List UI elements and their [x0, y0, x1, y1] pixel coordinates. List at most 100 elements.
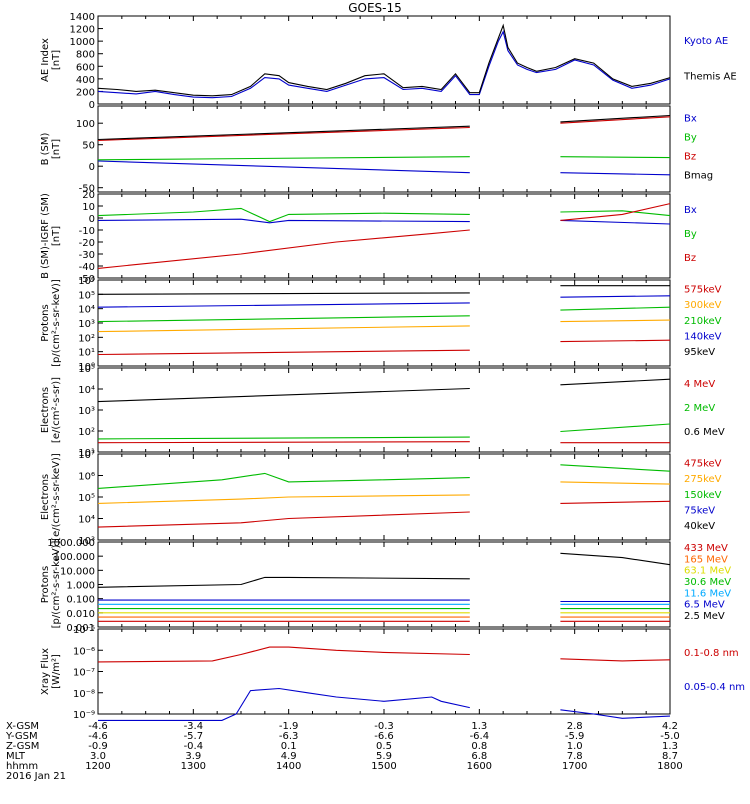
ephemeris-value: 1.3	[471, 721, 487, 732]
series-line-0-05-0-4-nm	[560, 709, 671, 719]
legend-label: 95keV	[684, 347, 715, 358]
legend-label: 275keV	[684, 474, 722, 485]
y-tick-label: 0.010	[66, 609, 95, 620]
y-tick-label: 10⁴	[78, 305, 95, 316]
y-tick-label: -50	[79, 274, 95, 285]
legend-label: 433 MeV	[684, 543, 728, 554]
y-tick-label: -20	[79, 238, 95, 249]
y-tick-label: 0	[89, 214, 95, 225]
y-tick-label: 1000.000	[47, 538, 95, 549]
ephemeris-value: 2.8	[567, 721, 583, 732]
series-line-by	[560, 210, 671, 217]
ephemeris-value: 6.8	[471, 751, 487, 762]
ephemeris-value: 3.0	[90, 751, 106, 762]
ephemeris-value: 3.9	[185, 751, 201, 762]
ephemeris-value: -5.0	[660, 731, 680, 742]
ephemeris-value: -4.6	[88, 731, 108, 742]
y-tick-label: 10⁰	[78, 362, 95, 373]
series-line-themis-ae	[97, 23, 671, 97]
y-tick-label: 1200	[70, 25, 95, 36]
y-tick-label: 10⁴	[78, 515, 95, 526]
ephemeris-value: 1.3	[662, 741, 678, 752]
y-tick-label: 100	[76, 119, 95, 130]
y-axis-label: AE Index	[40, 38, 51, 82]
ephemeris-value: 0.8	[471, 741, 487, 752]
ephemeris-row-label: Y-GSM	[5, 731, 38, 742]
ephemeris-value: -0.3	[374, 721, 394, 732]
series-line-bmag	[97, 125, 470, 141]
ephemeris-value: 8.7	[662, 751, 678, 762]
legend-label: 0.05-0.4 nm	[684, 682, 745, 693]
y-tick-label: 1400	[70, 12, 95, 23]
y-tick-label: 10⁷	[78, 450, 95, 461]
ephemeris-value: 1800	[657, 761, 682, 772]
y-tick-label: 10⁵	[78, 493, 95, 504]
legend-label: 150keV	[684, 490, 722, 501]
legend-label: 140keV	[684, 331, 722, 342]
y-axis-label: Protons	[40, 304, 51, 341]
legend-label: 63.1 MeV	[684, 566, 731, 577]
y-tick-label: 20	[82, 190, 95, 201]
legend-label: Bz	[684, 152, 696, 163]
ephemeris-value: 0.5	[376, 741, 392, 752]
y-tick-label: 10⁴	[78, 385, 95, 396]
y-tick-label: 200	[76, 87, 95, 98]
series-line-4-mev	[97, 441, 470, 444]
legend-label: 30.6 MeV	[684, 577, 731, 588]
y-tick-label: 10¹	[78, 348, 95, 359]
y-tick-label: 0.001	[66, 623, 95, 634]
panel-frame	[97, 193, 671, 279]
y-tick-label: 10³	[78, 406, 95, 417]
legend-label: Bz	[684, 253, 696, 264]
y-tick-label: 1000	[70, 37, 95, 48]
legend-label: Bx	[684, 205, 697, 216]
ephemeris-value: -5.9	[565, 731, 585, 742]
series-line-bz	[97, 229, 470, 269]
y-tick-label: 0.100	[66, 595, 95, 606]
series-line-95kev	[97, 292, 470, 295]
y-tick-label: -30	[79, 250, 95, 261]
y-tick-label: 10³	[78, 319, 95, 330]
ephemeris-value: -3.4	[184, 721, 204, 732]
series-line-bx	[97, 160, 470, 174]
ephemeris-value: 0.1	[281, 741, 297, 752]
ephemeris-value: -5.7	[184, 731, 204, 742]
series-line-300kev	[560, 319, 671, 323]
series-line-2-5-mev	[560, 552, 671, 566]
series-line-bx	[560, 219, 671, 225]
y-tick-label: 10⁻⁸	[73, 689, 95, 700]
legend-label: 475keV	[684, 459, 722, 470]
legend-label: Bx	[684, 113, 697, 124]
y-tick-label: 10.000	[60, 566, 95, 577]
y-tick-label: 0	[89, 162, 95, 173]
legend-label: 6.5 MeV	[684, 600, 725, 611]
ephemeris-value: 1600	[467, 761, 492, 772]
y-tick-label: 10²	[78, 333, 95, 344]
y-tick-label: 50	[82, 141, 95, 152]
series-line-0-1-0-8-nm	[560, 658, 671, 662]
legend-label: 300keV	[684, 300, 722, 311]
legend-label: By	[684, 229, 697, 240]
legend-label: Bmag	[684, 171, 713, 182]
y-tick-label: 400	[76, 75, 95, 86]
legend-label: 210keV	[684, 316, 722, 327]
series-line-275kev	[560, 481, 671, 485]
y-axis-label: Xray Flux	[40, 648, 51, 695]
y-axis-label: [e/(cm²-s-sr)]	[51, 377, 62, 443]
ephemeris-value: 7.8	[567, 751, 583, 762]
series-line-by	[560, 156, 671, 159]
series-line-0-1-0-8-nm	[97, 646, 470, 663]
ephemeris-row-label: MLT	[6, 751, 26, 762]
legend-label: 0.6 MeV	[684, 427, 725, 438]
series-line-150kev	[97, 472, 470, 489]
ephemeris-value: 1700	[562, 761, 587, 772]
series-line-bx	[560, 172, 671, 176]
series-line-475kev	[97, 511, 470, 528]
series-line-575kev	[97, 349, 470, 356]
y-axis-label: B (SM)	[40, 132, 51, 165]
legend-label: 40keV	[684, 521, 715, 532]
y-tick-label: -40	[79, 262, 95, 273]
y-axis-label: [p/(cm²-s-sr-keV)]	[51, 279, 62, 367]
